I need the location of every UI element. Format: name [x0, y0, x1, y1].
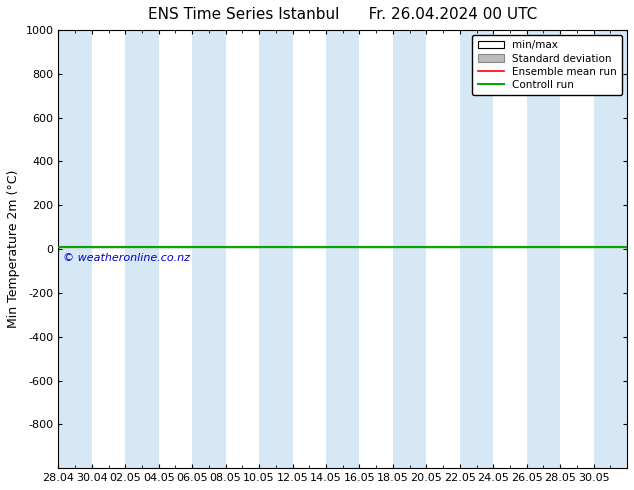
- Bar: [192, 30, 226, 468]
- Bar: [593, 30, 627, 468]
- Text: © weatheronline.co.nz: © weatheronline.co.nz: [63, 253, 190, 263]
- Y-axis label: Min Temperature 2m (°C): Min Temperature 2m (°C): [7, 170, 20, 328]
- Bar: [393, 30, 426, 468]
- Bar: [326, 30, 359, 468]
- Legend: min/max, Standard deviation, Ensemble mean run, Controll run: min/max, Standard deviation, Ensemble me…: [472, 35, 622, 95]
- Title: ENS Time Series Istanbul      Fr. 26.04.2024 00 UTC: ENS Time Series Istanbul Fr. 26.04.2024 …: [148, 7, 538, 22]
- Bar: [460, 30, 493, 468]
- Bar: [259, 30, 292, 468]
- Bar: [527, 30, 560, 468]
- Bar: [126, 30, 158, 468]
- Bar: [58, 30, 92, 468]
